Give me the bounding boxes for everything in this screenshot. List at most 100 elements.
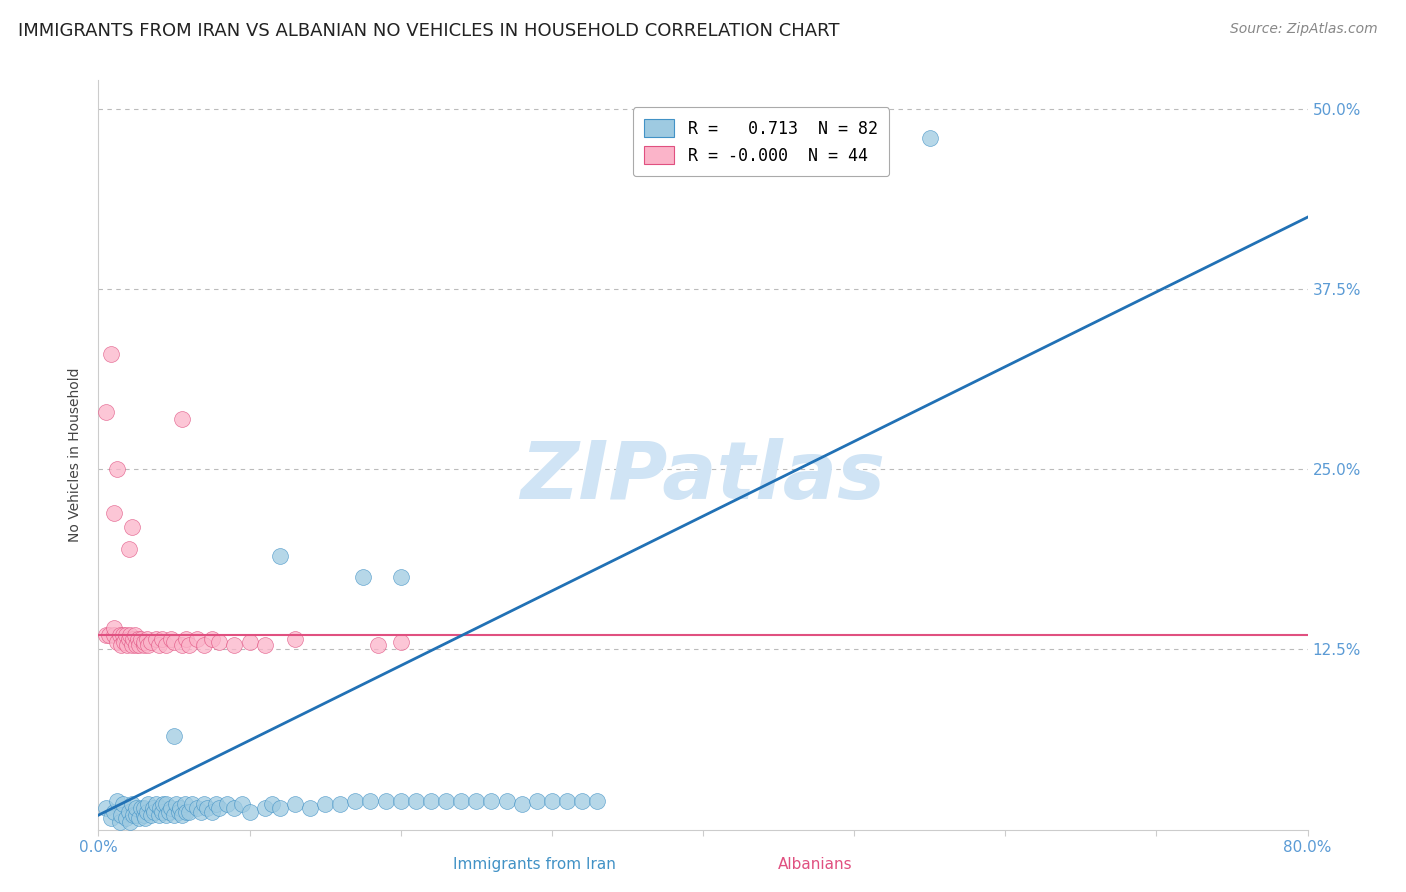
Text: ZIPatlas: ZIPatlas bbox=[520, 438, 886, 516]
Point bbox=[170, 638, 193, 652]
Point bbox=[132, 635, 155, 649]
Point bbox=[120, 628, 142, 642]
Point bbox=[208, 801, 231, 815]
Point bbox=[495, 794, 517, 808]
Point bbox=[111, 797, 134, 811]
Point bbox=[129, 632, 152, 647]
Point bbox=[167, 805, 190, 820]
Point bbox=[465, 794, 488, 808]
Point bbox=[105, 794, 128, 808]
Point bbox=[201, 805, 224, 820]
Point bbox=[405, 794, 427, 808]
Point bbox=[284, 632, 307, 647]
Point bbox=[165, 797, 187, 811]
Point bbox=[231, 797, 253, 811]
Point bbox=[173, 797, 195, 811]
Point bbox=[190, 805, 212, 820]
Point bbox=[526, 794, 548, 808]
Point bbox=[152, 797, 174, 811]
Point bbox=[174, 805, 197, 820]
Point bbox=[169, 801, 191, 815]
Point bbox=[98, 628, 121, 642]
Point bbox=[360, 794, 382, 808]
Point bbox=[374, 794, 396, 808]
Point bbox=[253, 638, 276, 652]
Point bbox=[94, 405, 117, 419]
Point bbox=[170, 808, 193, 822]
Point bbox=[121, 638, 143, 652]
Point bbox=[134, 811, 156, 825]
Point bbox=[179, 638, 201, 652]
Point bbox=[205, 797, 228, 811]
Text: IMMIGRANTS FROM IRAN VS ALBANIAN NO VEHICLES IN HOUSEHOLD CORRELATION CHART: IMMIGRANTS FROM IRAN VS ALBANIAN NO VEHI… bbox=[18, 22, 839, 40]
Point bbox=[127, 632, 149, 647]
Point bbox=[239, 805, 262, 820]
Point bbox=[481, 794, 503, 808]
Point bbox=[132, 808, 155, 822]
Point bbox=[155, 808, 177, 822]
Point bbox=[124, 628, 146, 642]
Point bbox=[110, 808, 132, 822]
Point bbox=[100, 347, 122, 361]
Point bbox=[141, 635, 163, 649]
Point bbox=[239, 635, 262, 649]
Point bbox=[122, 632, 145, 647]
Point bbox=[586, 794, 609, 808]
Point bbox=[918, 131, 941, 145]
Point bbox=[125, 638, 148, 652]
Point bbox=[110, 638, 132, 652]
Point bbox=[111, 628, 134, 642]
Point bbox=[148, 638, 170, 652]
Point bbox=[269, 801, 291, 815]
Text: Source: ZipAtlas.com: Source: ZipAtlas.com bbox=[1230, 22, 1378, 37]
Point bbox=[150, 805, 173, 820]
Point bbox=[160, 801, 183, 815]
Point bbox=[181, 797, 204, 811]
Point bbox=[555, 794, 578, 808]
Point bbox=[112, 635, 135, 649]
Point bbox=[132, 801, 155, 815]
Point bbox=[108, 628, 131, 642]
Point bbox=[103, 621, 125, 635]
Point bbox=[105, 635, 128, 649]
Point bbox=[510, 797, 533, 811]
Point bbox=[201, 632, 224, 647]
Point bbox=[159, 805, 181, 820]
Point bbox=[122, 808, 145, 822]
Point bbox=[540, 794, 562, 808]
Point bbox=[94, 801, 117, 815]
Point bbox=[94, 628, 117, 642]
Point bbox=[389, 635, 412, 649]
Legend: R =   0.713  N = 82, R = -0.000  N = 44: R = 0.713 N = 82, R = -0.000 N = 44 bbox=[633, 107, 890, 177]
Point bbox=[125, 808, 148, 822]
Point bbox=[329, 797, 352, 811]
Point bbox=[145, 797, 167, 811]
Point bbox=[115, 638, 138, 652]
Point bbox=[155, 638, 177, 652]
Point bbox=[108, 815, 131, 830]
Point bbox=[163, 729, 186, 743]
Point bbox=[114, 628, 136, 642]
Point bbox=[299, 801, 322, 815]
Point bbox=[450, 794, 472, 808]
Point bbox=[135, 805, 157, 820]
Point bbox=[121, 520, 143, 534]
Point bbox=[121, 797, 143, 811]
Point bbox=[193, 797, 215, 811]
Point bbox=[100, 811, 122, 825]
Point bbox=[224, 801, 246, 815]
Point bbox=[352, 570, 374, 584]
Point bbox=[149, 801, 172, 815]
Point bbox=[132, 638, 155, 652]
Point bbox=[420, 794, 443, 808]
Point bbox=[367, 638, 389, 652]
Point bbox=[128, 638, 150, 652]
Point bbox=[215, 797, 238, 811]
Point bbox=[141, 808, 163, 822]
Point bbox=[193, 638, 215, 652]
Point bbox=[148, 808, 170, 822]
Point bbox=[284, 797, 307, 811]
Point bbox=[224, 638, 246, 652]
Point bbox=[195, 801, 218, 815]
Point bbox=[344, 794, 367, 808]
